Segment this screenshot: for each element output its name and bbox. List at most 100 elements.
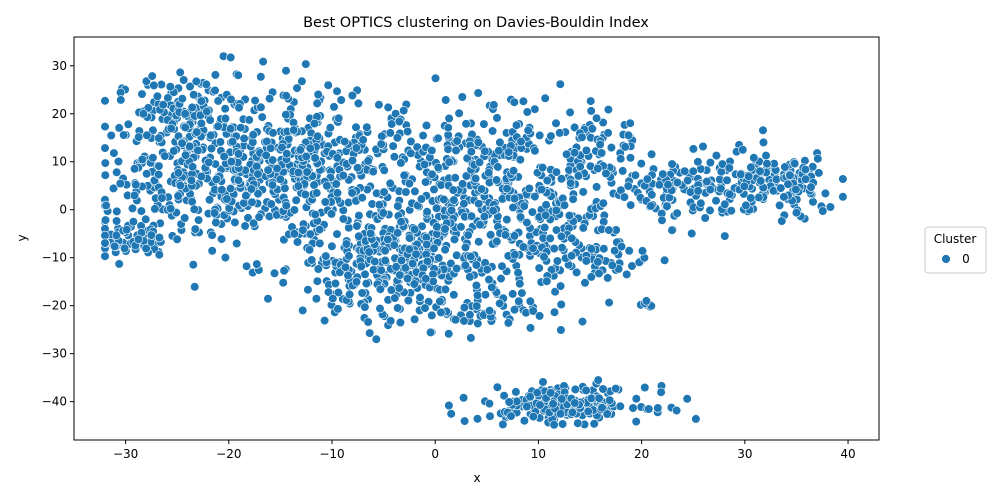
- x-tick-label: 40: [840, 447, 855, 461]
- scatter-point: [433, 133, 443, 143]
- scatter-point: [449, 195, 459, 205]
- scatter-point: [475, 220, 485, 230]
- scatter-point: [542, 276, 552, 286]
- scatter-point: [510, 250, 520, 260]
- scatter-point: [230, 217, 240, 227]
- scatter-point: [580, 278, 590, 288]
- scatter-point: [415, 293, 425, 303]
- scatter-point: [596, 148, 607, 158]
- scatter-point: [127, 203, 138, 213]
- scatter-point: [637, 246, 648, 256]
- scatter-point: [116, 95, 126, 105]
- scatter-point: [100, 121, 110, 132]
- scatter-point: [618, 166, 628, 176]
- scatter-point: [419, 159, 430, 170]
- scatter-point: [571, 267, 582, 278]
- scatter-point: [452, 264, 462, 274]
- scatter-point: [217, 185, 227, 195]
- scatter-point: [396, 158, 406, 168]
- scatter-point: [687, 228, 697, 239]
- scatter-point: [539, 252, 549, 262]
- scatter-point: [456, 222, 466, 232]
- scatter-point: [332, 188, 343, 198]
- scatter-point: [327, 241, 337, 251]
- scatter-point: [411, 249, 421, 259]
- scatter-point: [196, 96, 206, 106]
- scatter-point: [396, 217, 406, 227]
- scatter-point: [641, 296, 652, 306]
- scatter-point: [492, 113, 502, 123]
- scatter-point: [537, 163, 548, 173]
- scatter-point: [109, 148, 119, 158]
- scatter-point: [291, 195, 301, 205]
- scatter-point: [630, 170, 641, 180]
- scatter-point: [472, 414, 483, 424]
- scatter-point: [204, 157, 214, 167]
- scatter-point: [556, 174, 567, 184]
- scatter-point: [201, 79, 211, 89]
- scatter-point: [307, 255, 317, 265]
- scatter-point: [401, 187, 411, 197]
- legend-title: Cluster: [934, 232, 977, 246]
- scatter-point: [473, 290, 483, 300]
- scatter-point: [100, 215, 111, 225]
- scatter-point: [597, 403, 607, 413]
- scatter-point: [509, 305, 520, 315]
- scatter-point: [459, 199, 469, 209]
- scatter-point: [439, 194, 449, 205]
- scatter-point: [569, 148, 580, 158]
- scatter-point: [466, 147, 476, 157]
- y-tick-label: 10: [52, 155, 67, 169]
- scatter-point: [393, 228, 403, 238]
- scatter-point: [309, 180, 319, 190]
- scatter-point: [269, 268, 280, 278]
- scatter-point: [397, 255, 407, 266]
- scatter-point: [557, 394, 567, 404]
- scatter-point: [363, 156, 373, 166]
- scatter-point: [499, 391, 509, 401]
- scatter-point: [333, 304, 343, 314]
- scatter-point: [209, 208, 220, 218]
- scatter-point: [261, 150, 271, 160]
- scatter-point: [180, 109, 190, 119]
- scatter-point: [466, 333, 476, 343]
- scatter-point: [232, 238, 242, 249]
- scatter-point: [406, 148, 416, 158]
- scatter-point: [549, 244, 559, 254]
- scatter-point: [524, 183, 534, 194]
- scatter-point: [340, 262, 351, 272]
- scatter-point: [806, 182, 816, 192]
- scatter-point: [567, 407, 578, 418]
- scatter-point: [242, 261, 252, 271]
- scatter-point: [566, 178, 576, 188]
- scatter-point: [189, 90, 199, 100]
- scatter-point: [277, 142, 287, 153]
- scatter-point: [352, 221, 362, 231]
- scatter-point: [814, 168, 824, 178]
- scatter-point: [100, 96, 110, 106]
- scatter-point: [188, 162, 198, 172]
- scatter-point: [175, 180, 185, 191]
- scatter-point: [508, 202, 518, 213]
- scatter-point: [777, 216, 787, 226]
- scatter-point: [774, 200, 785, 210]
- scatter-point: [498, 419, 508, 430]
- scatter-point: [353, 98, 364, 108]
- scatter-point: [813, 154, 823, 164]
- scatter-point: [109, 241, 120, 251]
- scatter-point: [825, 202, 836, 212]
- scatter-point: [604, 225, 614, 235]
- scatter-point: [432, 222, 442, 232]
- scatter-point: [515, 212, 526, 222]
- scatter-point: [354, 211, 364, 221]
- scatter-point: [301, 152, 311, 162]
- scatter-point: [496, 274, 506, 284]
- scatter-point: [226, 94, 236, 104]
- scatter-point: [551, 167, 562, 177]
- scatter-point: [561, 149, 572, 159]
- scatter-point: [422, 240, 432, 250]
- scatter-point: [658, 169, 668, 179]
- scatter-point: [488, 126, 498, 136]
- scatter-point: [616, 154, 626, 164]
- scatter-point: [192, 127, 202, 137]
